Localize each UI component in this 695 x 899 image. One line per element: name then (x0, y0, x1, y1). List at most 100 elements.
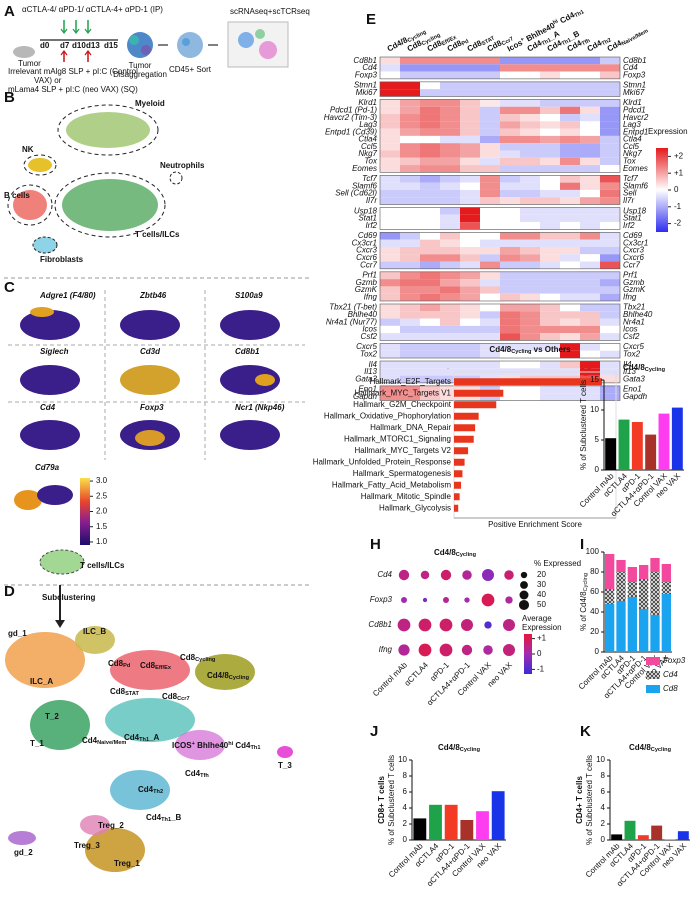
heat-cell (560, 232, 580, 240)
heat-cell (520, 361, 540, 369)
heat-cell (460, 121, 480, 129)
y-tick-label: 80 (590, 567, 599, 576)
heat-cell (380, 239, 400, 247)
bar (454, 493, 460, 501)
legend-label: Cd8 (663, 684, 678, 693)
heat-cell (420, 143, 440, 151)
text-part: Th1 (574, 9, 586, 19)
row-label-right: Nkg7 (623, 149, 642, 158)
heat-cell (440, 303, 460, 312)
heat-cell (580, 232, 600, 240)
heat-cell (440, 128, 460, 136)
heat-cell (440, 385, 460, 394)
text-part: Cd8 (110, 687, 126, 696)
text-part: ICOS (172, 741, 192, 750)
colorbar-tick-label: +2 (674, 152, 684, 161)
dot (460, 618, 474, 632)
text-part: Cycling (645, 367, 666, 373)
y-tick-label: 20 (590, 627, 599, 636)
heat-cell (500, 279, 520, 287)
heat-cell (580, 246, 600, 255)
heat-cell (580, 135, 600, 144)
heat-cell (500, 293, 520, 301)
text-part: _A (148, 733, 159, 742)
heat-cell (480, 89, 500, 97)
heat-cell (600, 89, 620, 97)
row-label: Bhlhe40 (348, 310, 378, 319)
heat-cell (400, 343, 420, 351)
bar (454, 378, 602, 386)
row-label-right: Gata3 (623, 374, 645, 383)
x-axis-label: Positive Enrichment Score (488, 520, 582, 529)
heat-cell (500, 189, 520, 198)
text-part: Cd8 (180, 653, 196, 662)
heat-cell (540, 318, 560, 326)
bar (454, 435, 474, 443)
heat-cell (480, 361, 500, 369)
heat-cell (600, 81, 620, 90)
heat-cell (400, 232, 420, 240)
heat-cell (520, 135, 540, 144)
text-part: Cd4/8 (623, 363, 645, 372)
heat-cell (460, 350, 480, 359)
text-part: Th2 (153, 789, 163, 795)
heat-cell (440, 375, 460, 383)
text-part: Cycling (511, 349, 532, 355)
heat-cell (460, 207, 480, 215)
dot (442, 596, 450, 604)
heat-cell (500, 271, 520, 280)
heat-cell (560, 343, 580, 351)
heat-cell (600, 343, 620, 351)
heat-cell (480, 197, 500, 205)
heat-cell (380, 197, 400, 205)
heat-cell (420, 165, 440, 173)
heat-cell (460, 325, 480, 334)
colorbar-tick-label: 1.5 (96, 522, 108, 531)
heat-cell (460, 311, 480, 319)
heat-cell (420, 393, 440, 401)
row-label: Foxp3 (355, 70, 378, 79)
heat-cell (600, 361, 620, 369)
panel-letter: K (580, 723, 591, 740)
heat-cell (600, 232, 620, 240)
heat-cell (520, 271, 540, 280)
heat-cell (520, 279, 540, 287)
y-tick-label: 60 (590, 587, 599, 596)
gene-label: Ifng (379, 645, 393, 654)
text-part: Cd4/8 (438, 743, 460, 752)
heat-cell (600, 157, 620, 166)
heat-cell (560, 254, 580, 262)
heat-cell (540, 325, 560, 334)
heat-cell (400, 361, 420, 369)
cluster-label: Cd4Th1_A (124, 733, 160, 743)
heat-cell (580, 254, 600, 262)
cluster-label: Fibroblasts (40, 255, 84, 264)
heat-cell (540, 89, 560, 97)
heat-cell (480, 333, 500, 341)
panel-letter: B (4, 89, 15, 106)
row-label-right: Ctla4 (623, 135, 642, 144)
text-part: Cd4/8 (629, 743, 651, 752)
heat-cell (400, 89, 420, 97)
heat-cell (580, 89, 600, 97)
gene-label: Cd8b1 (235, 347, 260, 356)
bar (454, 470, 463, 478)
heat-cell (380, 368, 400, 376)
bar-segment (605, 589, 615, 604)
heat-cell (400, 99, 420, 107)
group-border (379, 385, 621, 401)
heat-cell (480, 150, 500, 158)
heat-cell (380, 57, 400, 65)
row-label-right: Cxcr6 (623, 253, 644, 262)
heat-cell (400, 81, 420, 90)
heat-cell (440, 143, 460, 151)
heat-cell (520, 165, 540, 173)
heat-cell (560, 271, 580, 280)
dot (464, 597, 470, 603)
heat-cell (600, 121, 620, 129)
y-tick-label: 10 (590, 405, 599, 414)
heat-cell (420, 303, 440, 312)
heat-cell (420, 232, 440, 240)
row-label: Gzmb (356, 278, 378, 287)
gene-label: Zbtb46 (139, 291, 167, 300)
